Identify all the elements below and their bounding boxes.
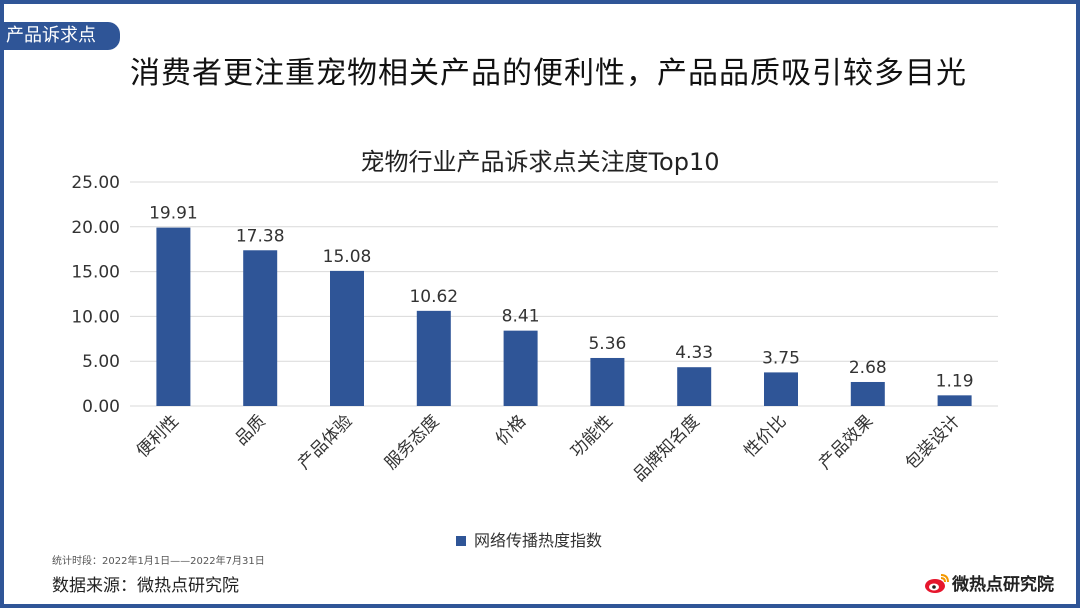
- x-category-label: 便利性: [133, 411, 183, 461]
- bar: [416, 310, 451, 406]
- legend-swatch: [456, 536, 466, 546]
- headline: 消费者更注重宠物相关产品的便利性，产品品质吸引较多目光: [130, 56, 967, 91]
- x-category-label: 服务态度: [381, 411, 443, 473]
- bar-value-label: 19.91: [149, 204, 198, 224]
- bar: [590, 357, 625, 406]
- data-source: 数据来源：微热点研究院: [52, 576, 239, 596]
- x-category-label: 品牌知名度: [629, 411, 703, 485]
- bar-value-label: 1.19: [936, 371, 974, 391]
- chart-title: 宠物行业产品诉求点关注度Top10: [360, 148, 720, 176]
- y-tick-label: 10.00: [71, 307, 120, 327]
- x-category-label: 价格: [492, 411, 530, 449]
- legend-label: 网络传播热度指数: [474, 531, 603, 550]
- bar-value-label: 4.33: [675, 343, 713, 363]
- bar-value-label: 10.62: [409, 287, 458, 307]
- bar-value-label: 8.41: [502, 307, 540, 327]
- bar: [764, 372, 798, 406]
- x-category-label: 产品体验: [294, 411, 356, 473]
- logo-text: 微热点研究院: [952, 575, 1054, 595]
- y-tick-label: 0.00: [82, 397, 120, 417]
- bar: [156, 227, 191, 406]
- bar-value-label: 2.68: [849, 358, 887, 378]
- bar-value-label: 17.38: [236, 226, 285, 246]
- x-category-label: 产品效果: [815, 411, 877, 473]
- bar: [677, 367, 712, 406]
- bar: [503, 330, 538, 406]
- bar-value-label: 3.75: [762, 348, 800, 368]
- statistics-period: 统计时段：2022年1月1日——2022年7月31日: [52, 556, 265, 567]
- x-category-label: 性价比: [740, 411, 790, 461]
- bar-value-label: 5.36: [588, 334, 626, 354]
- section-tag: 产品诉求点: [4, 22, 120, 50]
- logo: 微热点研究院: [924, 570, 1054, 595]
- y-tick-label: 15.00: [71, 263, 120, 283]
- bar-chart: 0.00 5.00 10.00 15.00 20.00 25.00 19.91 便利性 17.3…: [71, 173, 998, 486]
- y-tick-label: 5.00: [82, 352, 120, 372]
- bar-value-label: 15.08: [323, 247, 372, 267]
- y-tick-label: 20.00: [71, 218, 120, 238]
- bar: [937, 395, 972, 406]
- x-category-label: 功能性: [567, 411, 617, 461]
- bar: [850, 381, 885, 406]
- bar: [243, 250, 278, 406]
- weibo-logo-icon: [925, 573, 949, 593]
- bar: [330, 270, 364, 406]
- slide: 产品诉求点 消费者更注重宠物相关产品的便利性，产品品质吸引较多目光 宠物行业产品…: [4, 4, 1076, 604]
- y-tick-label: 25.00: [71, 173, 120, 193]
- legend: 网络传播热度指数: [456, 530, 602, 550]
- x-category-label: 品质: [232, 411, 270, 449]
- x-category-label: 包装设计: [902, 411, 964, 473]
